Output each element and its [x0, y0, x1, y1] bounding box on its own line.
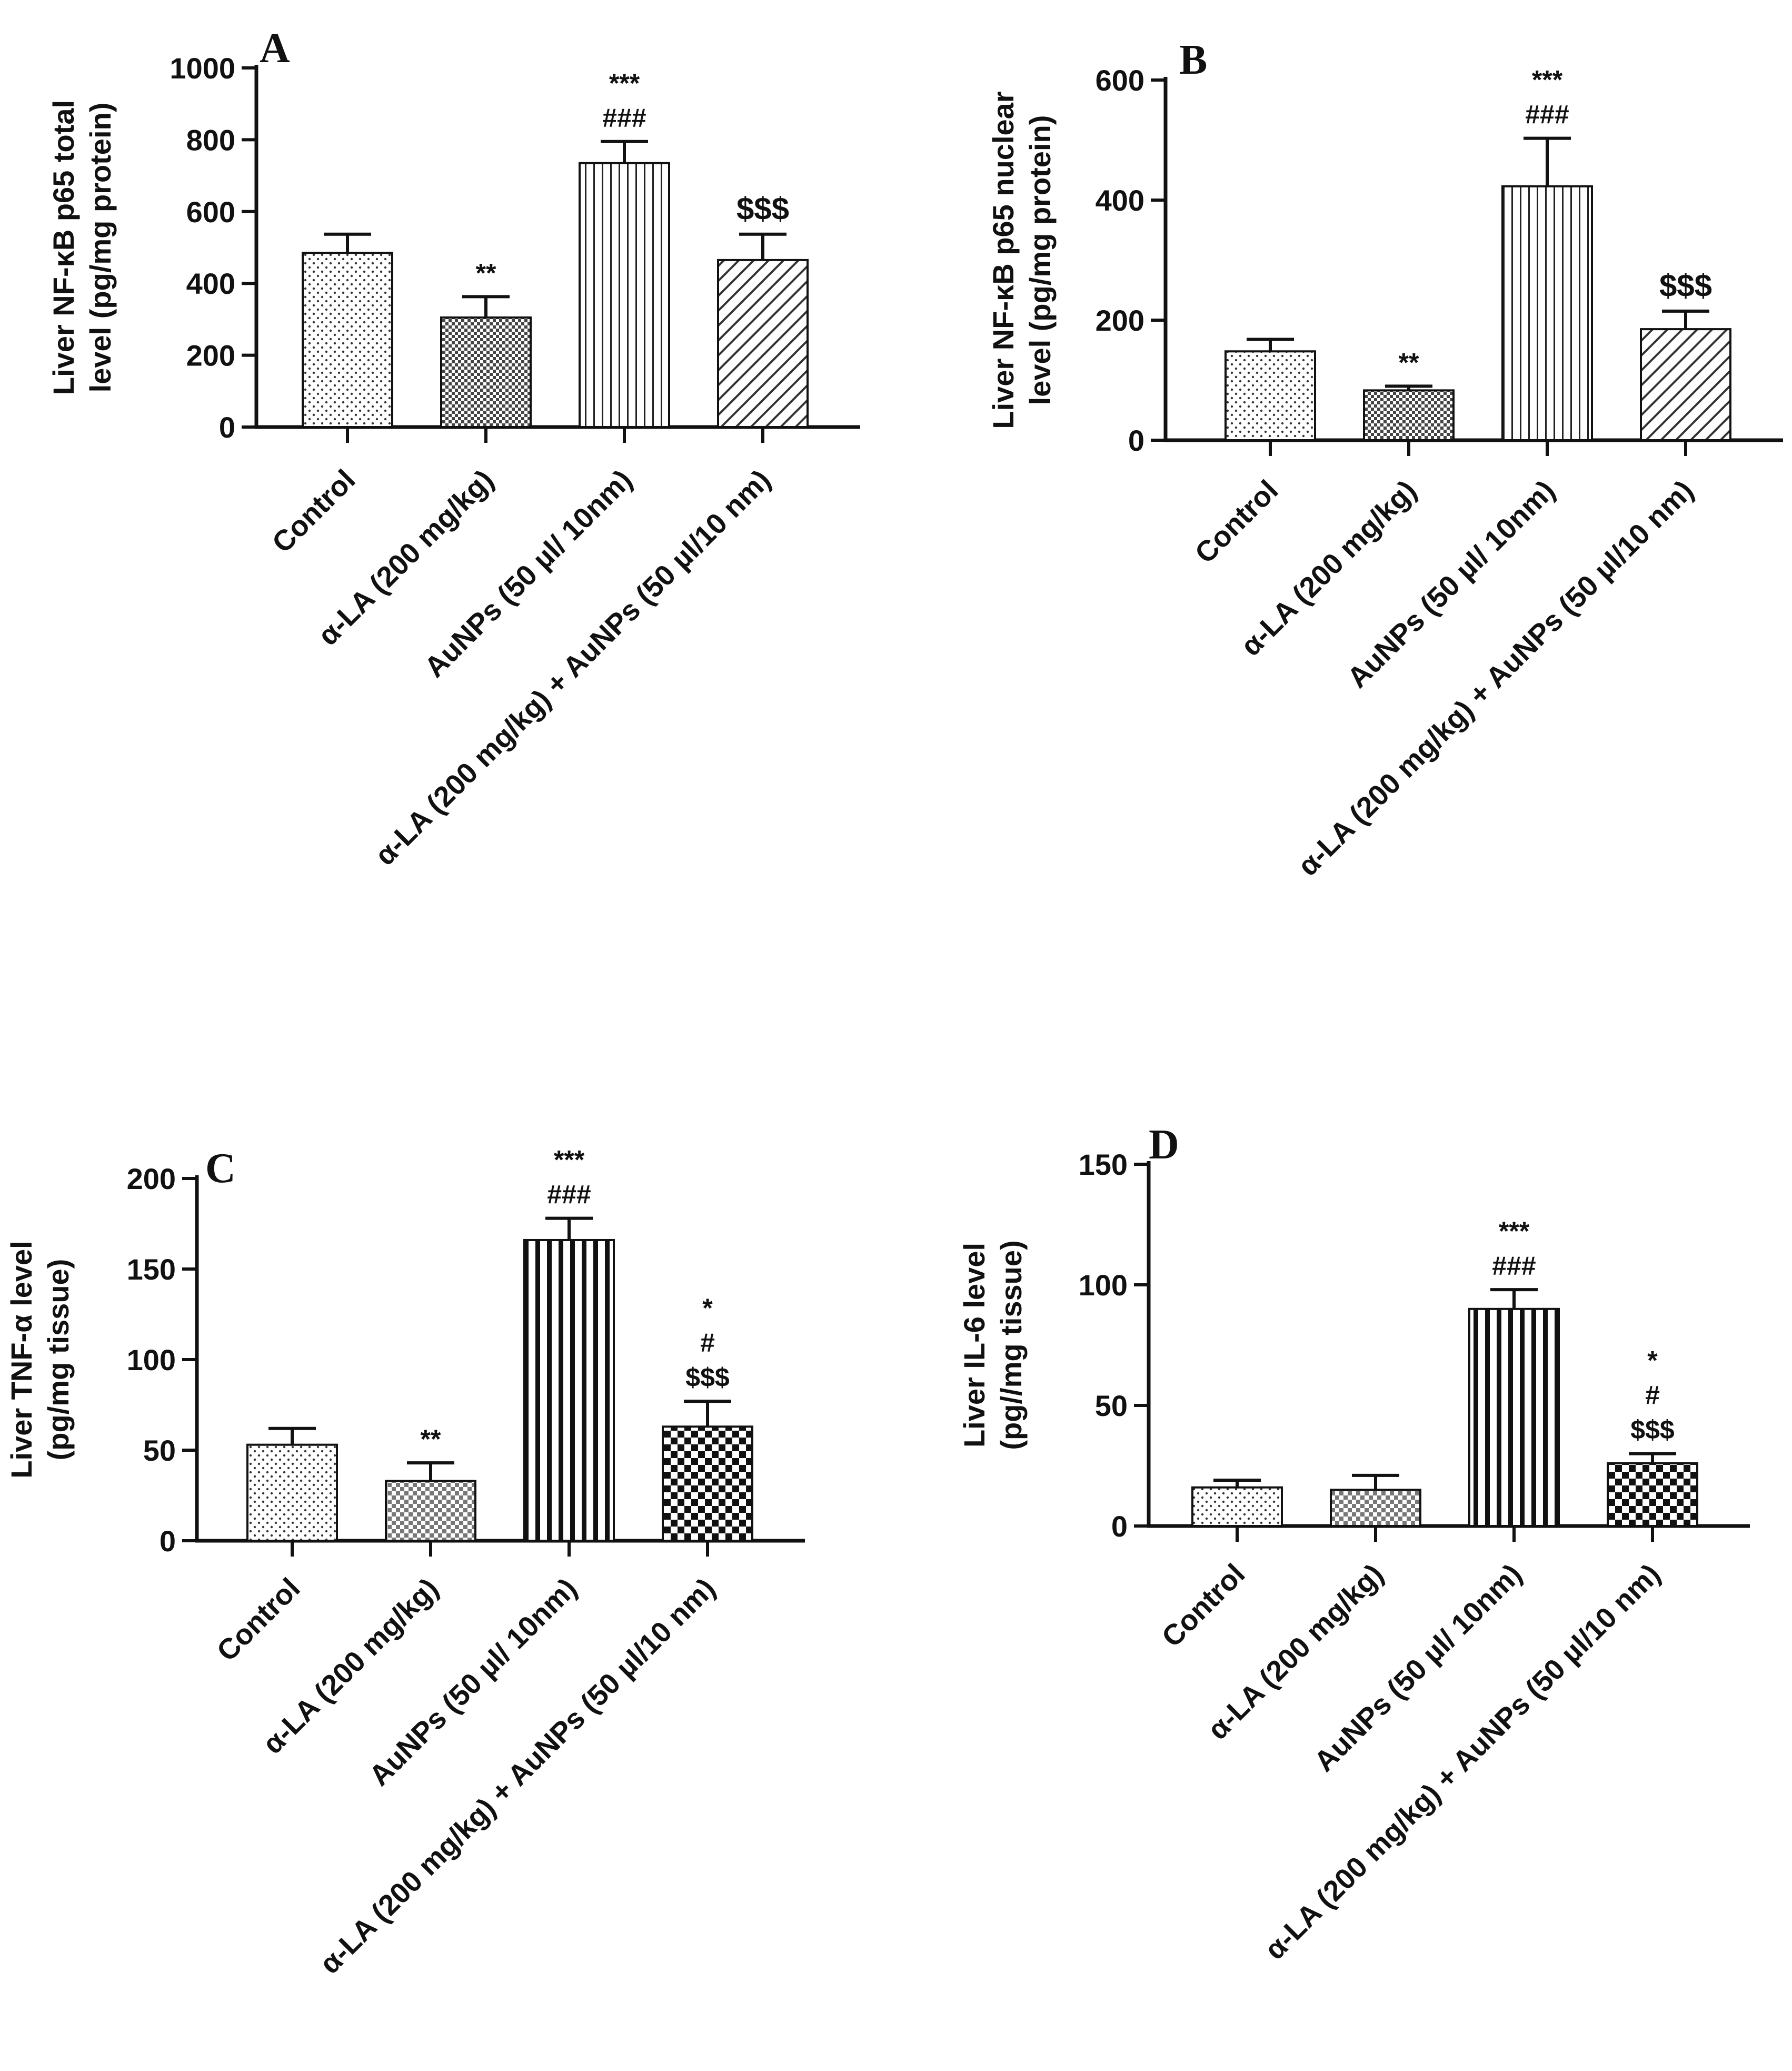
y-axis-label: Liver NF-κB p65 total level (pg/mg protei… [47, 100, 117, 395]
bar-3 [1501, 185, 1593, 441]
y-tick-label: 150 [1079, 1148, 1128, 1181]
y-tick-label: 800 [186, 123, 235, 156]
significance-label: * [702, 1293, 713, 1323]
significance-label: *** [554, 1145, 585, 1175]
y-axis-label: Liver NF-κB p65 nuclear level (pg/mg prot… [987, 91, 1057, 429]
panel-letter: C [205, 1145, 236, 1192]
bar-3 [579, 162, 670, 428]
bar-4 [662, 1425, 753, 1542]
y-tick-label: 50 [1095, 1389, 1128, 1422]
y-tick-label: 0 [160, 1524, 176, 1558]
bar-4 [1640, 328, 1731, 441]
bar-1 [1224, 350, 1316, 442]
x-category-label: Control [265, 463, 361, 559]
significance-label: ** [421, 1424, 441, 1454]
bar-3 [523, 1238, 615, 1542]
y-tick-label: 200 [127, 1162, 176, 1195]
y-tick-label: 1000 [170, 52, 235, 85]
significance-label: ### [1525, 100, 1569, 130]
y-tick-label: 0 [219, 411, 235, 444]
y-tick-label: 200 [1096, 304, 1144, 337]
y-tick-label: 150 [127, 1253, 176, 1286]
bar-2 [1330, 1489, 1421, 1528]
significance-label: # [1645, 1381, 1660, 1410]
significance-label: *** [609, 68, 640, 98]
bar-1 [1191, 1486, 1283, 1527]
chart-panel-d: 0 50 100 150 D Liver IL-6 level (pg//mg tissue… [958, 1122, 1750, 1966]
x-category-label: Control [1155, 1558, 1251, 1653]
significance-label: *** [1532, 65, 1563, 95]
y-tick-label: 400 [1096, 184, 1144, 217]
chart-panel-c: 0 50 100 150 200 C Liver TNF-α level (pg/mg tis… [5, 1145, 805, 1980]
significance-label: $$$ [685, 1363, 730, 1392]
significance-label: *** [1499, 1216, 1530, 1246]
x-category-label: Control [210, 1572, 306, 1668]
bar-4 [1607, 1462, 1698, 1527]
significance-label: ** [1399, 348, 1419, 377]
x-category-label: Control [1188, 474, 1284, 570]
significance-label: $$$ [1630, 1415, 1675, 1445]
y-tick-label: 100 [1079, 1269, 1128, 1302]
y-tick-label: 100 [127, 1343, 176, 1376]
significance-label: ** [476, 258, 496, 288]
significance-label: # [700, 1328, 715, 1357]
chart-panel-b: 0 200 400 600 B Liver NF-κB p65 nuclear level … [987, 37, 1783, 882]
panel-letter: B [1179, 37, 1207, 83]
significance-label: $$$ [1659, 268, 1712, 303]
bar-1 [302, 252, 393, 428]
bar-2 [385, 1480, 476, 1542]
bar-4 [717, 259, 809, 428]
chart-panel-a: 0 200 400 600 800 1000 A Liver NF-κB p65 total l… [47, 25, 860, 871]
significance-label: ### [1492, 1251, 1536, 1281]
y-axis-label: Liver TNF-α level (pg/mg tissue) [5, 1241, 75, 1478]
bar-1 [246, 1443, 338, 1542]
significance-label: $$$ [736, 191, 789, 226]
y-tick-label: 0 [1128, 424, 1144, 457]
y-axis-label: Liver IL-6 level (pg//mg tissue) [958, 1240, 1028, 1450]
y-tick-label: 600 [1096, 64, 1144, 97]
bar-2 [440, 316, 532, 428]
significance-label: * [1647, 1346, 1658, 1375]
y-tick-label: 600 [186, 195, 235, 229]
y-tick-label: 0 [1111, 1510, 1128, 1543]
significance-label: ### [602, 103, 646, 133]
y-tick-label: 400 [186, 267, 235, 300]
significance-label: ### [547, 1180, 591, 1210]
panel-letter: A [260, 25, 290, 72]
panel-letter: D [1149, 1122, 1179, 1168]
y-tick-label: 50 [143, 1434, 176, 1467]
y-tick-label: 200 [186, 339, 235, 372]
bar-2 [1363, 389, 1455, 442]
bar-3 [1468, 1307, 1560, 1528]
